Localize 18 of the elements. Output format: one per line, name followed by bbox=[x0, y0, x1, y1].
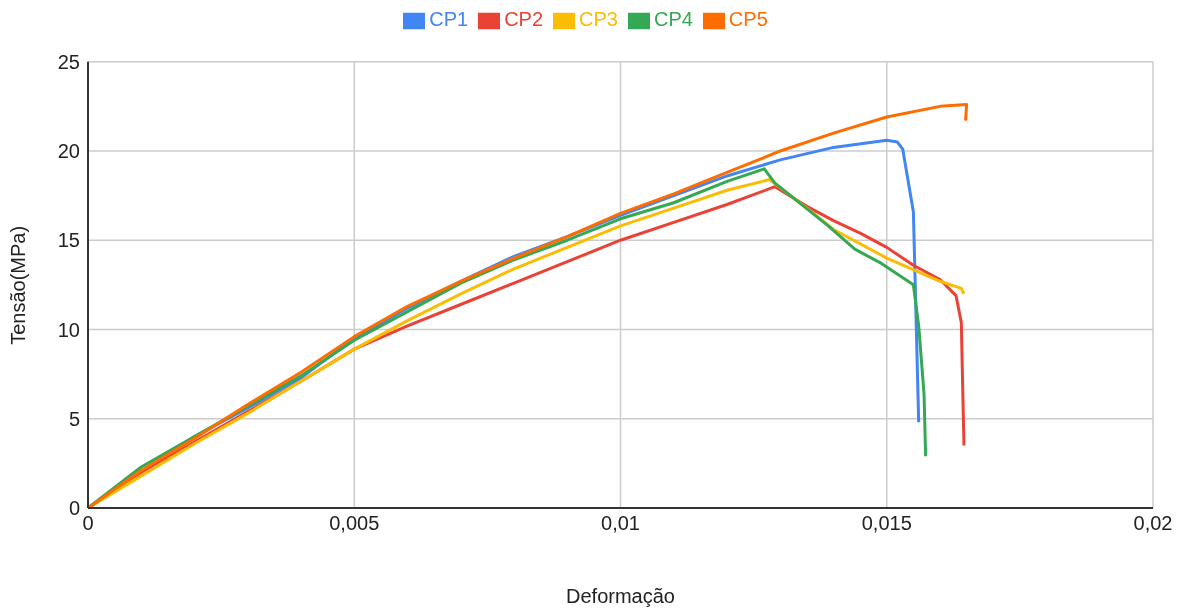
y-tick-label: 15 bbox=[57, 229, 80, 252]
legend-label: CP1 bbox=[429, 8, 469, 30]
x-tick-label: 0,005 bbox=[329, 512, 380, 535]
x-tick-label: 0,01 bbox=[601, 512, 640, 535]
legend-label: CP2 bbox=[504, 8, 544, 30]
y-tick-label: 10 bbox=[57, 318, 80, 341]
x-tick-label: 0 bbox=[82, 512, 94, 535]
y-axis-title: Tensão(MPa) bbox=[7, 225, 30, 345]
x-tick-label: 0,02 bbox=[1133, 512, 1173, 535]
legend-label: CP4 bbox=[653, 8, 693, 30]
x-axis-title: Deformação bbox=[566, 585, 675, 607]
y-tick-label: 5 bbox=[68, 407, 80, 430]
x-tick-label: 0,015 bbox=[861, 512, 912, 535]
legend-label: CP5 bbox=[728, 8, 768, 30]
y-tick-label: 25 bbox=[57, 50, 80, 73]
legend-label: CP3 bbox=[579, 8, 618, 30]
y-tick-label: 0 bbox=[68, 497, 80, 520]
y-tick-label: 20 bbox=[57, 140, 80, 163]
